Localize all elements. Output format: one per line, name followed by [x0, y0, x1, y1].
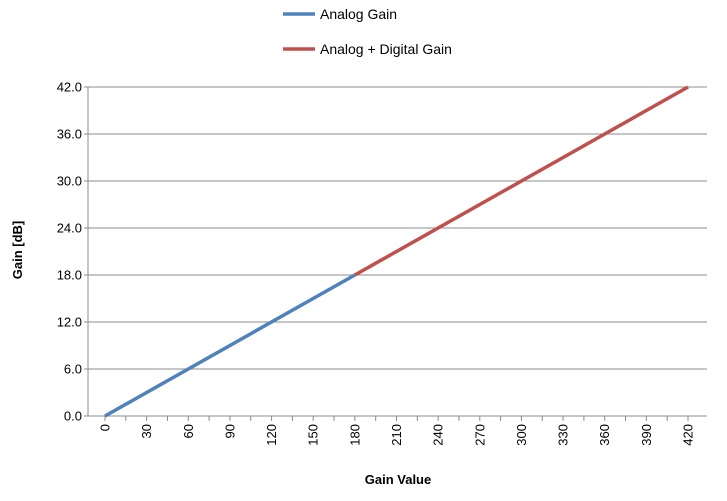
series-line-analog-gain — [104, 273, 356, 418]
x-tick-label: 90 — [222, 424, 237, 438]
y-tick-label: 42.0 — [57, 80, 82, 95]
y-tick-label: 30.0 — [57, 174, 82, 189]
x-tick-label: 300 — [514, 424, 529, 446]
x-tick-label: 240 — [431, 424, 446, 446]
x-tick-label: 210 — [389, 424, 404, 446]
x-tick-label: 330 — [556, 424, 571, 446]
legend-label: Analog Gain — [320, 6, 397, 22]
series-lines — [104, 85, 689, 418]
y-tick-label: 6.0 — [64, 362, 82, 377]
series-line-analog-digital-gain — [353, 85, 689, 277]
x-tick-label: 180 — [347, 424, 362, 446]
y-tick-label: 12.0 — [57, 315, 82, 330]
x-tick-label: 420 — [681, 424, 696, 446]
x-tick-label: 270 — [472, 424, 487, 446]
x-tick-label: 360 — [597, 424, 612, 446]
x-tick-label: 120 — [264, 424, 279, 446]
y-tick-label: 24.0 — [57, 221, 82, 236]
x-axis-title: Gain Value — [365, 472, 431, 487]
legend: Analog Gain Analog + Digital Gain — [283, 6, 452, 57]
y-tick-labels: 0.0 6.0 12.0 18.0 24.0 30.0 36.0 42.0 — [57, 80, 82, 424]
axes — [84, 86, 707, 421]
y-tick-label: 36.0 — [57, 127, 82, 142]
x-tick-label: 0 — [98, 424, 113, 431]
y-axis-title: Gain [dB] — [10, 221, 25, 280]
x-tick-label: 150 — [306, 424, 321, 446]
x-tick-label: 60 — [181, 424, 196, 438]
x-tick-labels: 0 30 60 90 120 150 180 210 240 270 300 330 360 390 420 — [98, 424, 696, 446]
y-tick-label: 18.0 — [57, 268, 82, 283]
y-tick-label: 0.0 — [64, 409, 82, 424]
x-tick-label: 30 — [139, 424, 154, 438]
legend-label: Analog + Digital Gain — [320, 41, 452, 57]
x-tick-label: 390 — [639, 424, 654, 446]
